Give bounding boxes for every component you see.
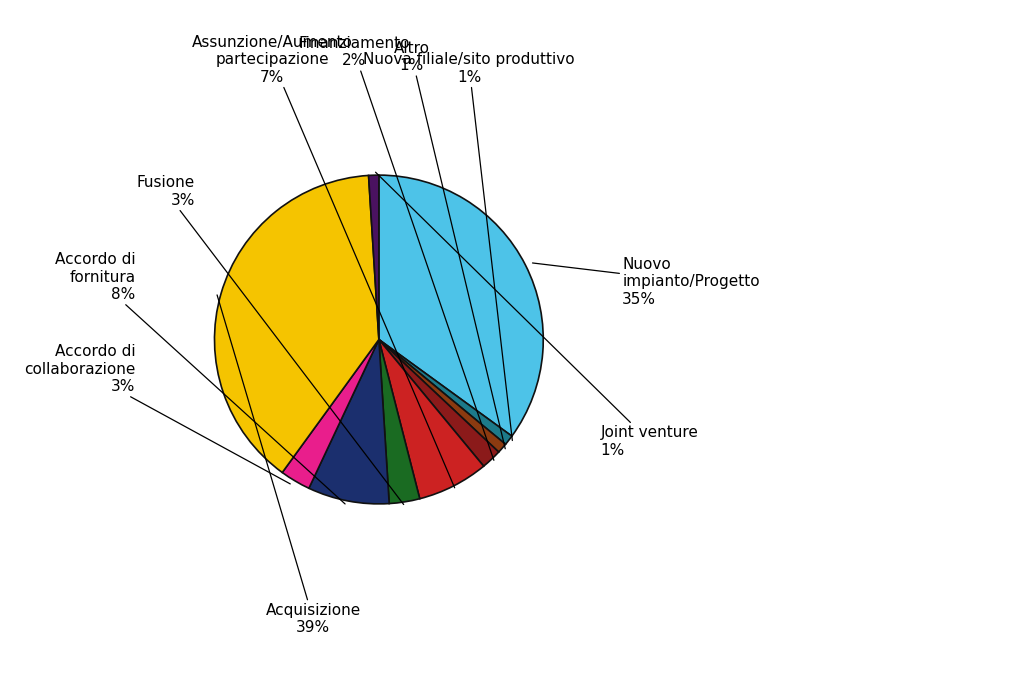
Wedge shape [379,340,483,498]
Wedge shape [379,340,512,444]
Wedge shape [379,340,506,452]
Text: Finanziamento
2%: Finanziamento 2% [298,36,494,460]
Wedge shape [379,175,544,436]
Text: Acquisizione
39%: Acquisizione 39% [217,295,360,635]
Text: Accordo di
fornitura
8%: Accordo di fornitura 8% [55,252,345,504]
Text: Nuova filiale/sito produttivo
1%: Nuova filiale/sito produttivo 1% [364,52,575,441]
Text: Assunzione/Aumento
partecipazione
7%: Assunzione/Aumento partecipazione 7% [191,35,455,488]
Wedge shape [379,340,420,504]
Wedge shape [379,340,499,466]
Wedge shape [214,175,379,473]
Wedge shape [283,340,379,488]
Text: Nuovo
impianto/Progetto
35%: Nuovo impianto/Progetto 35% [532,257,760,307]
Text: Fusione
3%: Fusione 3% [136,175,403,504]
Wedge shape [369,175,379,340]
Text: Altro
1%: Altro 1% [394,41,505,449]
Wedge shape [309,340,389,504]
Text: Joint venture
1%: Joint venture 1% [376,172,698,458]
Text: Accordo di
collaborazione
3%: Accordo di collaborazione 3% [25,344,290,484]
